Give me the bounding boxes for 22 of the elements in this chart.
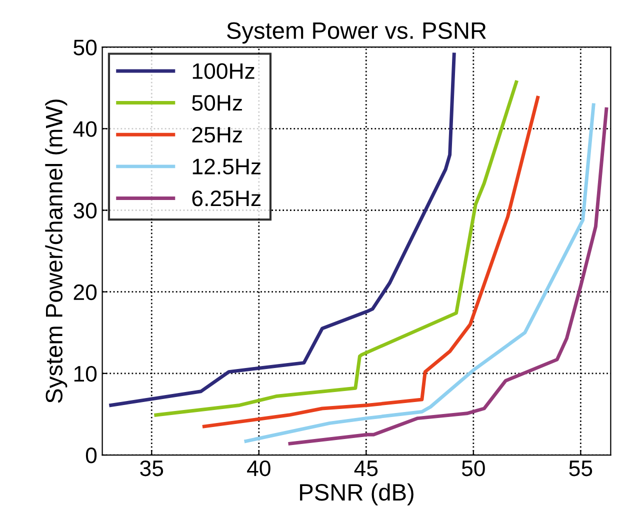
- x-axis-title: PSNR (dB): [300, 483, 414, 506]
- line-series: [109, 52, 456, 407]
- y-axis-title: System Power/channel (mW): [45, 100, 68, 403]
- legend-label: 12.5Hz: [192, 158, 260, 174]
- chart-title: System Power vs. PSNR: [227, 22, 486, 44]
- x-tick-label: 45: [354, 460, 378, 476]
- legend-label: 6.25Hz: [192, 190, 260, 206]
- legend-label: 50Hz: [192, 95, 242, 111]
- x-tick-label: 50: [462, 460, 485, 476]
- y-tick-label: 0: [86, 448, 97, 464]
- x-tick-label: 35: [140, 460, 164, 476]
- y-tick-label: 40: [73, 121, 97, 137]
- x-tick-label: 55: [569, 460, 592, 476]
- y-tick-label: 10: [74, 366, 97, 382]
- line-series: [154, 80, 518, 417]
- legend-label: 25Hz: [192, 126, 242, 143]
- x-tick-label: 40: [247, 460, 270, 476]
- y-tick-label: 30: [74, 202, 97, 219]
- legend-label: 100Hz: [192, 63, 254, 79]
- y-tick-label: 20: [74, 284, 97, 300]
- line-series: [288, 107, 608, 446]
- y-tick-label: 50: [74, 40, 97, 56]
